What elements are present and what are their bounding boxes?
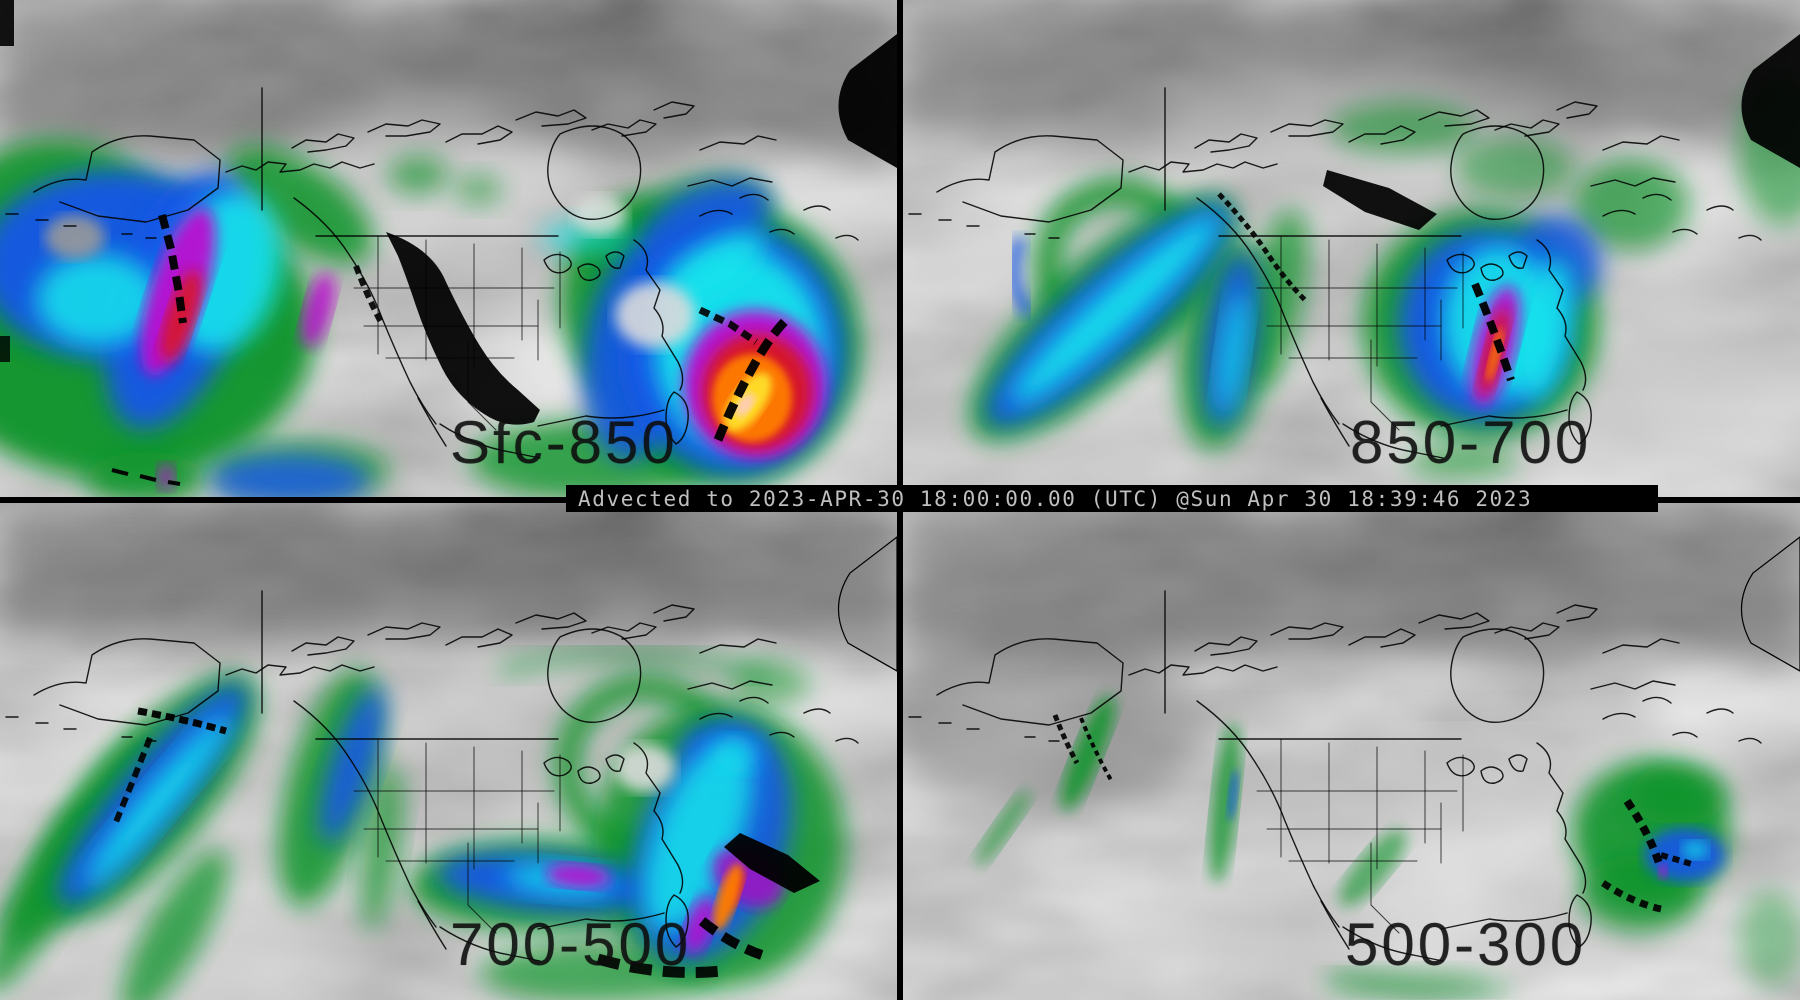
panel-art-700-500: [0, 503, 897, 1000]
panel-art-850-700: [903, 0, 1800, 497]
panel-art-500-300: [903, 503, 1800, 1000]
panel-art-sfc-850: [0, 0, 897, 497]
timestamp-bar: Advected to 2023-APR-30 18:00:00.00 (UTC…: [566, 485, 1658, 512]
timestamp-text: Advected to 2023-APR-30 18:00:00.00 (UTC…: [578, 486, 1533, 511]
